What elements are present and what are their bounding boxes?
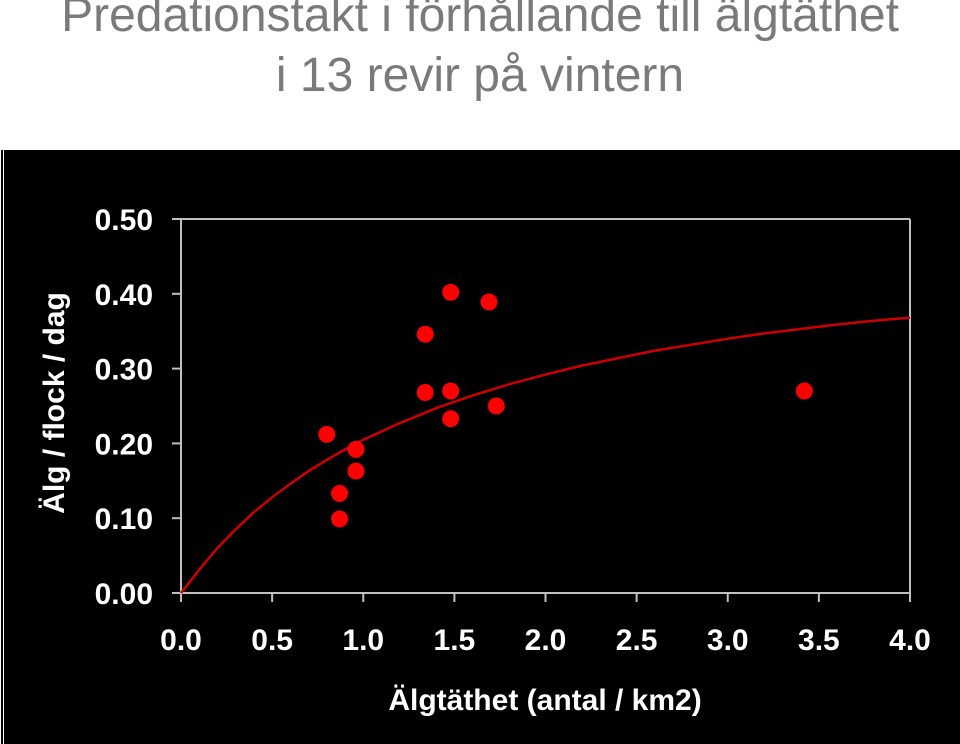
panel-left-edge	[0, 150, 4, 744]
chart-title: Predationstakt i förhållande till älgtät…	[0, 0, 960, 106]
y-tick-label: 0.30	[95, 354, 153, 387]
data-point	[331, 510, 349, 528]
fit-curve	[180, 316, 911, 594]
x-tick-label: 3.0	[707, 624, 749, 657]
data-point	[416, 384, 434, 402]
y-tick-label: 0.20	[95, 428, 153, 461]
y-axis-title: Älg / flock / dag	[38, 292, 71, 514]
x-tick-label: 3.5	[798, 624, 840, 657]
data-point	[442, 283, 460, 301]
x-tick-label: 2.0	[525, 624, 567, 657]
data-point	[480, 293, 498, 311]
x-tick-label: 4.0	[889, 624, 931, 657]
y-tick-label: 0.00	[95, 578, 153, 611]
x-tick-label: 0.5	[251, 624, 293, 657]
data-point	[347, 440, 365, 458]
data-point	[347, 462, 365, 480]
chart-title-line-1: Predationstakt i förhållande till älgtät…	[61, 0, 899, 42]
x-tick-label: 2.5	[616, 624, 658, 657]
data-point	[318, 425, 336, 443]
y-tick-label: 0.10	[95, 503, 153, 536]
y-tick-label: 0.50	[95, 204, 153, 237]
data-point	[487, 397, 505, 415]
data-point	[416, 325, 434, 343]
x-tick-label: 0.0	[160, 624, 202, 657]
data-point	[795, 382, 813, 400]
x-tick-label: 1.5	[434, 624, 476, 657]
data-point	[331, 485, 349, 503]
data-point	[442, 382, 460, 400]
y-tick-label: 0.40	[95, 279, 153, 312]
chart-title-line-2: i 13 revir på vintern	[275, 49, 685, 102]
x-axis-title: Älgtäthet (antal / km2)	[388, 684, 701, 717]
x-tick-label: 1.0	[342, 624, 384, 657]
chart-panel	[4, 150, 960, 744]
data-point	[442, 410, 460, 428]
